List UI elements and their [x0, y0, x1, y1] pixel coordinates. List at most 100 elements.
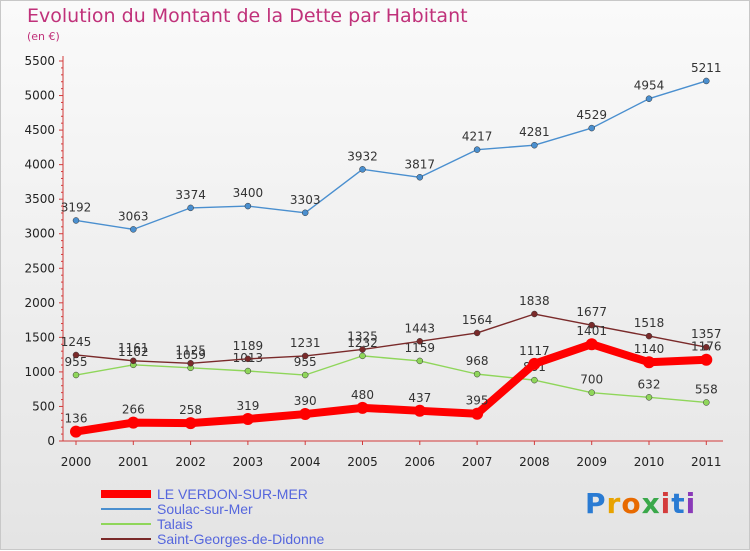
- y-tick-label: 4500: [24, 123, 55, 137]
- legend-item-talais: Talais: [101, 515, 324, 532]
- data-point: [356, 401, 369, 414]
- x-tick-label: 2004: [290, 455, 321, 469]
- data-point: [301, 209, 309, 217]
- data-label: 4954: [634, 79, 665, 93]
- data-label: 1125: [175, 343, 206, 357]
- legend-item-saint-georges-de-didonne: Saint-Georges-de-Didonne: [101, 530, 325, 547]
- data-label: 1159: [405, 341, 436, 355]
- y-tick-label: 2500: [24, 261, 55, 275]
- data-point: [473, 370, 481, 378]
- legend-label: Soulac-sur-Mer: [157, 500, 253, 517]
- data-point: [585, 338, 598, 351]
- series-line-talais: [75, 355, 707, 404]
- data-label: 1059: [175, 348, 206, 362]
- data-label: 319: [236, 399, 259, 413]
- data-point: [643, 356, 655, 369]
- data-point: [184, 417, 197, 430]
- y-tick-label: 5000: [24, 89, 55, 103]
- data-label: 1838: [519, 294, 550, 308]
- data-point: [416, 174, 424, 181]
- data-point: [645, 394, 653, 401]
- data-label: 1677: [576, 305, 607, 319]
- data-point: [187, 360, 194, 367]
- data-label: 3400: [233, 186, 264, 200]
- x-tick-label: 2008: [519, 455, 550, 469]
- data-label: 390: [294, 394, 317, 408]
- data-label: 700: [580, 373, 603, 387]
- data-label: 1117: [519, 344, 550, 358]
- x-tick-label: 2001: [118, 455, 149, 469]
- data-point: [187, 204, 194, 212]
- data-label: 1245: [61, 335, 92, 349]
- data-point: [645, 95, 653, 102]
- logo-letter: t: [671, 487, 686, 520]
- y-tick-label: 1500: [24, 330, 55, 344]
- data-label: 3192: [61, 200, 92, 214]
- data-point: [301, 371, 309, 379]
- data-label: 1176: [691, 340, 722, 354]
- legend-label: LE VERDON-SUR-MER: [157, 485, 308, 502]
- data-label: 1564: [462, 313, 493, 327]
- chart-legend: LE VERDON-SUR-MER Soulac-sur-Mer Talais Sai…: [101, 485, 325, 547]
- data-label: 3374: [175, 188, 206, 202]
- data-label: 1357: [691, 327, 722, 341]
- data-point: [130, 357, 137, 365]
- chart-unit: (en €): [27, 30, 60, 43]
- x-tick-label: 2000: [61, 455, 92, 469]
- data-label: 1189: [233, 339, 264, 353]
- legend-swatch: [101, 507, 151, 510]
- data-point: [359, 346, 366, 353]
- data-point: [244, 202, 252, 210]
- x-tick-label: 2006: [405, 455, 436, 469]
- data-point: [531, 310, 538, 318]
- data-point: [473, 329, 481, 337]
- y-tick-label: 2000: [24, 296, 55, 310]
- x-tick-label: 2011: [691, 455, 722, 469]
- data-point: [528, 357, 541, 370]
- data-label: 3817: [405, 157, 436, 171]
- data-point: [588, 389, 595, 396]
- data-label: 136: [65, 412, 88, 426]
- data-point: [703, 399, 710, 406]
- x-tick-label: 2007: [462, 455, 493, 469]
- data-point: [703, 343, 710, 351]
- logo-letter: P: [585, 487, 607, 520]
- data-label: 1443: [405, 321, 436, 335]
- legend-swatch: [101, 522, 151, 525]
- data-point: [416, 338, 424, 345]
- data-label: 1161: [118, 341, 149, 355]
- data-label: 1102: [118, 345, 149, 359]
- data-label: 1518: [634, 316, 665, 330]
- logo-letter: r: [606, 487, 622, 520]
- data-label: 1232: [347, 336, 378, 350]
- y-tick-label: 3500: [24, 192, 55, 206]
- x-tick-label: 2003: [233, 455, 264, 469]
- data-point: [588, 124, 595, 132]
- legend-swatch: [101, 537, 151, 540]
- y-tick-label: 3000: [24, 227, 55, 241]
- legend-item-soulac-sur-mer: Soulac-sur-Mer: [101, 500, 324, 517]
- data-label: 955: [294, 355, 317, 369]
- data-point: [588, 321, 595, 329]
- legend-label: Talais: [157, 515, 193, 532]
- legend-label: Saint-Georges-de-Didonne: [157, 530, 325, 547]
- legend-item-le-verdon-sur-mer: LE VERDON-SUR-MER: [101, 485, 324, 502]
- series-line-saint-georges-de-didonne: [75, 313, 707, 364]
- logo-letter: o: [621, 487, 642, 520]
- data-point: [413, 404, 426, 417]
- data-point: [416, 357, 424, 365]
- series-line-le-verdon-sur-mer: [72, 340, 711, 436]
- legend-swatch: [101, 489, 151, 498]
- data-point: [72, 217, 80, 224]
- data-point: [70, 425, 82, 438]
- data-point: [244, 355, 252, 363]
- x-tick-label: 2005: [347, 455, 378, 469]
- data-label: 4217: [462, 130, 493, 144]
- data-point: [473, 146, 481, 153]
- data-point: [130, 226, 137, 233]
- data-label: 3063: [118, 209, 149, 223]
- data-label: 955: [65, 355, 88, 369]
- x-tick-label: 2009: [576, 455, 607, 469]
- y-tick-label: 4000: [24, 158, 55, 172]
- data-label: 1401: [576, 324, 607, 338]
